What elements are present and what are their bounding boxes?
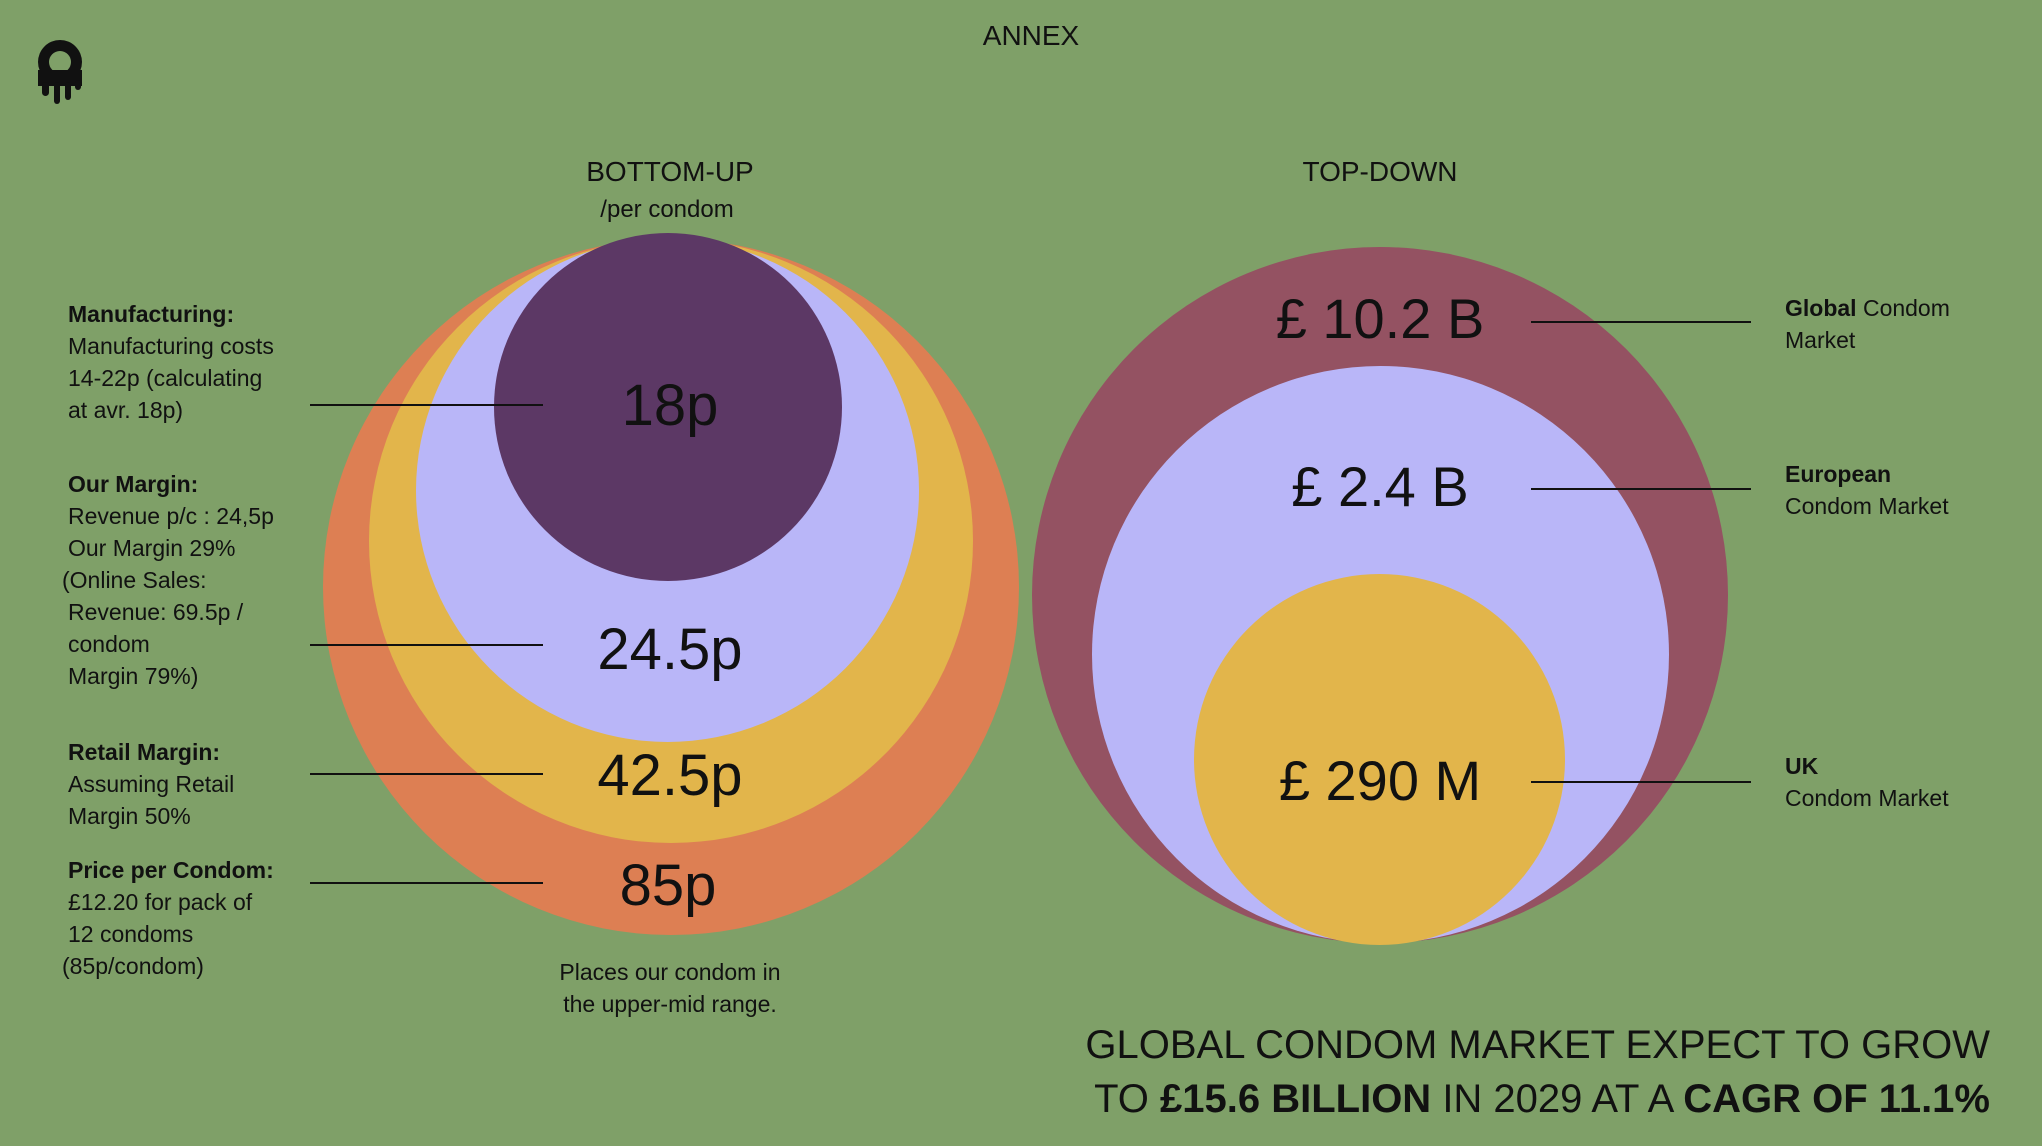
note-line: Our Margin 29% [68, 535, 236, 561]
retail-margin-note: Retail Margin: Assuming Retail Margin 50… [68, 736, 328, 832]
european-leader-line [1531, 488, 1751, 490]
top-down-title: TOP-DOWN [1302, 156, 1458, 187]
price-value: 85p [619, 853, 717, 918]
label-bold: European [1785, 461, 1892, 487]
global-market-label: Global Condom Market [1785, 292, 2005, 356]
placement-line: Places our condom in [559, 959, 781, 985]
note-heading: Manufacturing: [68, 301, 235, 327]
note-line: Revenue p/c : 24,5p [68, 503, 274, 529]
manufacturing-note: Manufacturing: Manufacturing costs 14-22… [68, 298, 328, 426]
bottom-up-title: BOTTOM-UP [586, 156, 754, 187]
price-note: Price per Condom: £12.20 for pack of 12 … [62, 854, 348, 982]
uk-leader-line [1531, 781, 1751, 783]
uk-market-label: UK Condom Market [1785, 750, 2005, 814]
retail-margin-leader-line [310, 773, 543, 775]
note-line: condom [68, 631, 150, 657]
note-line: (Online Sales: [62, 567, 207, 593]
note-heading: Price per Condom: [68, 857, 274, 883]
note-heading: Our Margin: [68, 471, 199, 497]
note-line: (85p/condom) [62, 953, 204, 979]
headline-line-1: GLOBAL CONDOM MARKET EXPECT TO GROW [1085, 1023, 1990, 1067]
growth-headline: GLOBAL CONDOM MARKET EXPECT TO GROW TO £… [1040, 1018, 1990, 1126]
note-line: Margin 50% [68, 803, 191, 829]
label-line2: Condom Market [1785, 785, 1949, 811]
label-line2: Condom Market [1785, 493, 1949, 519]
label-bold: Global [1785, 295, 1857, 321]
note-line: 12 condoms [68, 921, 194, 947]
dripping-ring-logo-icon [30, 34, 90, 110]
note-line: at avr. 18p) [68, 397, 184, 423]
price-leader-line [310, 882, 543, 884]
note-line: Manufacturing costs [68, 333, 274, 359]
uk-market-value: £ 290 M [1278, 749, 1482, 812]
note-line: Revenue: 69.5p / [68, 599, 244, 625]
headline-amount: £15.6 BILLION [1160, 1077, 1432, 1121]
headline-cagr: CAGR OF 11.1% [1683, 1077, 1990, 1121]
european-market-label: European Condom Market [1785, 458, 2005, 522]
placement-line: the upper-mid range. [563, 991, 777, 1017]
label-rest: Condom [1856, 295, 1950, 321]
our-margin-leader-line [310, 644, 543, 646]
note-line: Assuming Retail [68, 771, 235, 797]
note-line: 14-22p (calculating [68, 365, 263, 391]
note-line: £12.20 for pack of [68, 889, 253, 915]
headline-text: TO [1094, 1077, 1160, 1121]
european-market-value: £ 2.4 B [1291, 455, 1469, 518]
manufacturing-circle [494, 233, 842, 581]
note-line: Margin 79%) [68, 663, 199, 689]
uk-market-circle [1194, 574, 1565, 945]
manufacturing-value: 18p [621, 373, 719, 438]
our-margin-value: 24.5p [597, 617, 743, 682]
headline-line-2: TO £15.6 BILLION IN 2029 AT A CAGR OF 11… [1040, 1072, 1990, 1126]
global-leader-line [1531, 321, 1751, 323]
note-heading: Retail Margin: [68, 739, 221, 765]
placement-note: Places our condom in the upper-mid range… [500, 956, 840, 1020]
global-market-value: £ 10.2 B [1275, 287, 1485, 350]
retail-margin-value: 42.5p [597, 743, 743, 808]
our-margin-note: Our Margin: Revenue p/c : 24,5p Our Marg… [62, 468, 328, 692]
bottom-up-subtitle: /per condom [600, 196, 734, 223]
manufacturing-leader-line [310, 404, 543, 406]
headline-text: IN 2029 AT A [1431, 1077, 1684, 1121]
label-line2: Market [1785, 327, 1856, 353]
label-bold: UK [1785, 753, 1819, 779]
page-title: ANNEX [982, 20, 1080, 51]
